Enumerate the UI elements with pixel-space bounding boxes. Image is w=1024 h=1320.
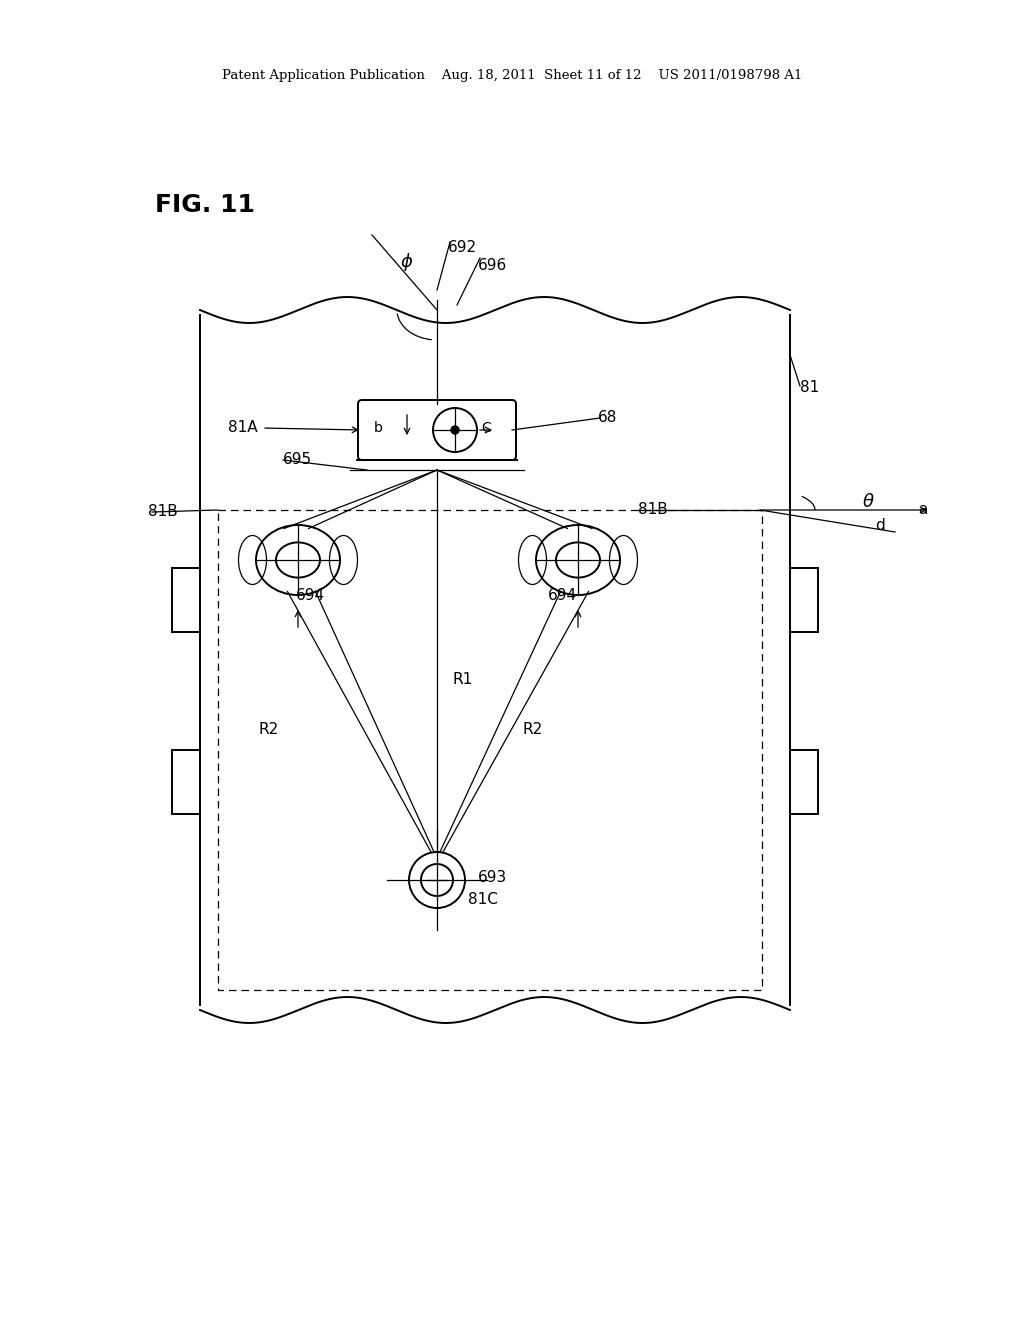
Text: 68: 68 [598, 411, 617, 425]
Text: 694: 694 [296, 587, 326, 602]
Text: a: a [918, 503, 928, 517]
Text: FIG. 11: FIG. 11 [155, 193, 255, 216]
Text: 693: 693 [478, 870, 507, 886]
Text: 696: 696 [478, 257, 507, 272]
Text: 81A: 81A [228, 421, 258, 436]
Text: R2: R2 [258, 722, 279, 738]
Circle shape [451, 426, 459, 434]
Text: Patent Application Publication    Aug. 18, 2011  Sheet 11 of 12    US 2011/01987: Patent Application Publication Aug. 18, … [222, 69, 802, 82]
Text: 81C: 81C [468, 892, 498, 908]
Text: d: d [874, 517, 885, 532]
Bar [218, 510, 762, 990]
Text: $\phi$: $\phi$ [400, 251, 414, 273]
Text: 81: 81 [800, 380, 819, 396]
Text: 694: 694 [548, 587, 578, 602]
Text: R2: R2 [522, 722, 543, 738]
Text: 81B: 81B [638, 503, 668, 517]
Text: 692: 692 [449, 240, 477, 256]
Text: 81B: 81B [148, 504, 178, 520]
Text: R1: R1 [452, 672, 472, 688]
Text: b: b [374, 421, 382, 436]
Text: C: C [481, 421, 490, 436]
Text: 695: 695 [283, 453, 312, 467]
Text: $\theta$: $\theta$ [861, 492, 874, 511]
